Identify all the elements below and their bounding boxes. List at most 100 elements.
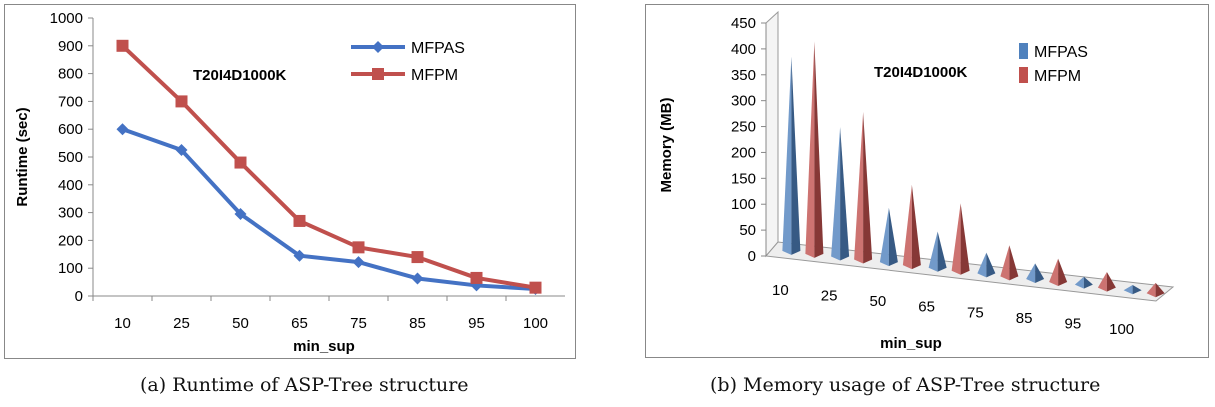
cone-mfpm-left [951, 203, 961, 275]
y-tick-label: 800 [58, 66, 83, 83]
y-tick-label: 250 [731, 119, 756, 136]
cone-mfpas-right [791, 56, 801, 255]
cone-mfpas-left [831, 126, 841, 261]
y-tick-label: 0 [748, 248, 756, 265]
data-point-mfpm [470, 271, 483, 284]
x-tick-label: 85 [409, 315, 426, 332]
x-tick-label: 50 [232, 315, 249, 332]
cone-mfpm-left [1097, 272, 1107, 292]
x-tick-label: 100 [523, 315, 548, 332]
cone-mfpas-left [782, 56, 792, 255]
y-tick-label: 500 [58, 149, 83, 166]
runtime-chart-panel: 0 100 200 300 400 500 600 700 800 900 1000 10 25 50 65… [4, 4, 576, 359]
cone-mfpm-right [1155, 282, 1165, 298]
x-tick-label: 10 [114, 315, 131, 332]
caption-runtime: (a) Runtime of ASP-Tree structure [140, 374, 469, 396]
cone-mfpm-right [960, 203, 970, 275]
y-tick-label: 900 [58, 38, 83, 55]
data-point-mfpm [411, 251, 424, 264]
data-point-mfpas [116, 123, 129, 136]
x-tick-label: 95 [1065, 316, 1082, 333]
y-axis-title: Memory (MB) [658, 97, 675, 192]
y-axis-title: Runtime (sec) [14, 107, 31, 206]
cone-mfpas-left [879, 207, 889, 267]
x-tick-label: 10 [772, 282, 789, 299]
data-point-mfpas [175, 144, 188, 157]
cone-mfpm-right [911, 184, 921, 270]
y-tick-label: 1000 [50, 10, 83, 27]
caption-memory: (b) Memory usage of ASP-Tree structure [710, 374, 1101, 396]
cone-mfpas-right [986, 252, 996, 278]
cone-mfpas-right [888, 207, 898, 267]
y-tick-label: 600 [58, 121, 83, 138]
data-point-mfpm [175, 95, 188, 108]
cone-mfpas-left [977, 252, 987, 278]
y-tick-label: 100 [58, 260, 83, 277]
y-tick-label: 450 [731, 15, 756, 32]
cone-mfpm-right [814, 41, 824, 258]
cone-mfpas-right [1035, 263, 1045, 283]
cone-mfpas-right [937, 231, 947, 272]
data-point-mfpas [411, 272, 424, 285]
data-point-mfpas [234, 207, 247, 220]
cone-mfpas-right [1132, 285, 1142, 295]
cone-mfpm-left [854, 111, 864, 264]
memory-cone-chart: 0 50 100 150 200 250 300 350 400 450 10 25 50 65 75 85 9… [658, 10, 1175, 352]
x-tick-label: 85 [1016, 310, 1033, 327]
x-tick-label: 100 [1109, 321, 1134, 338]
x-axis-title: min_sup [880, 335, 942, 352]
x-axis-title: min_sup [293, 338, 355, 355]
cone-mfpm-left [1146, 282, 1156, 298]
legend-marker-mfpas [372, 41, 384, 53]
cone-mfpas-left [1074, 276, 1084, 289]
y-tick-label: 400 [58, 177, 83, 194]
data-point-mfpm [293, 214, 306, 227]
cone-mfpm-left [805, 41, 815, 258]
legend-label-mfpas: MFPAS [411, 40, 465, 57]
y-tick-label: 400 [731, 41, 756, 58]
data-point-mfpas [293, 249, 306, 262]
cone-mfpm-left [1000, 245, 1010, 281]
x-tick-label: 50 [870, 293, 887, 310]
runtime-line-chart: 0 100 200 300 400 500 600 700 800 900 1000 10 25 50 65… [14, 10, 565, 355]
y-tick-label: 0 [75, 288, 83, 305]
cone-mfpm-right [1058, 258, 1068, 286]
cone-mfpm-left [1049, 258, 1059, 286]
data-point-mfpm [352, 241, 365, 254]
x-tick-label: 75 [350, 315, 367, 332]
chart-title: T20I4D1000K [193, 67, 287, 84]
cone-mfpm-right [1106, 272, 1116, 292]
x-tick-label: 95 [468, 315, 485, 332]
y-tick-label: 350 [731, 67, 756, 84]
y-tick-label: 150 [731, 170, 756, 187]
x-tick-label: 25 [821, 287, 838, 304]
legend-swatch-mfpas [1019, 43, 1028, 59]
legend-label-mfpm: MFPM [411, 67, 458, 84]
series-line-mfpas [121, 127, 536, 292]
cone-mfpm-right [1009, 245, 1019, 281]
x-tick-label: 65 [918, 299, 935, 316]
cone-mfpm-right [863, 111, 873, 264]
memory-chart-panel: 0 50 100 150 200 250 300 350 400 450 10 25 50 65 75 85 9… [645, 4, 1209, 358]
cone-mfpas-left [1123, 285, 1133, 295]
chart-title: T20I4D1000K [874, 64, 968, 81]
x-tick-label: 75 [967, 304, 984, 321]
cone-mfpas-right [840, 126, 850, 261]
legend-label-mfpm: MFPM [1034, 68, 1081, 85]
y-tick-label: 300 [58, 205, 83, 222]
cone-mfpas-left [1026, 263, 1036, 283]
series-line-mfpm [121, 44, 536, 290]
cone-mfpas-left [928, 231, 938, 272]
legend-label-mfpas: MFPAS [1034, 44, 1088, 61]
data-point-mfpm [234, 156, 247, 169]
y-tick-label: 300 [731, 93, 756, 110]
back-wall [765, 10, 779, 258]
legend-marker-mfpm [372, 68, 384, 80]
y-tick-label: 200 [58, 232, 83, 249]
data-point-mfpas [352, 256, 365, 269]
data-point-mfpm [529, 281, 542, 294]
cone-mfpas-right [1083, 276, 1093, 289]
legend-swatch-mfpm [1019, 67, 1028, 83]
y-tick-label: 700 [58, 93, 83, 110]
data-point-mfpm [116, 39, 129, 52]
